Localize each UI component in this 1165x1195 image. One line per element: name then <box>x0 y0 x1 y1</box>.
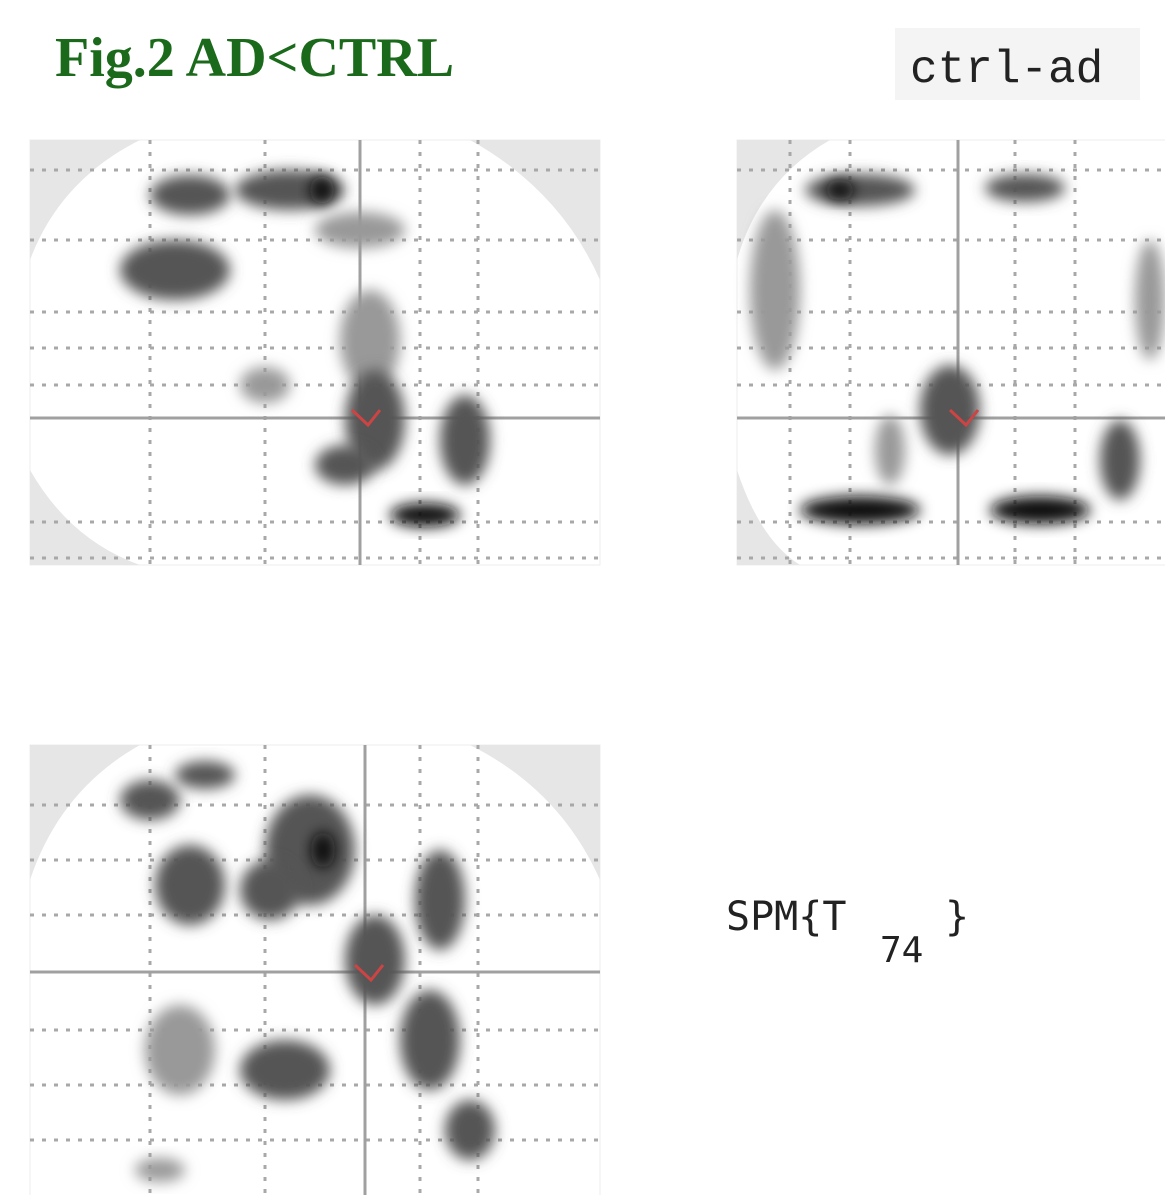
statistic-close: } <box>945 894 969 940</box>
figure-title: Fig.2 AD<CTRL <box>55 27 454 89</box>
statistic-main: SPM{T <box>726 894 846 940</box>
label-box <box>895 28 1140 100</box>
contrast-label: ctrl-ad <box>910 44 1103 96</box>
axial-panel <box>29 744 601 1195</box>
sagittal-panel <box>29 139 601 566</box>
statistic-subscript: 74 <box>880 930 923 971</box>
coronal-panel <box>736 139 1165 566</box>
statistic-label: SPM{T 74 } <box>726 894 969 971</box>
